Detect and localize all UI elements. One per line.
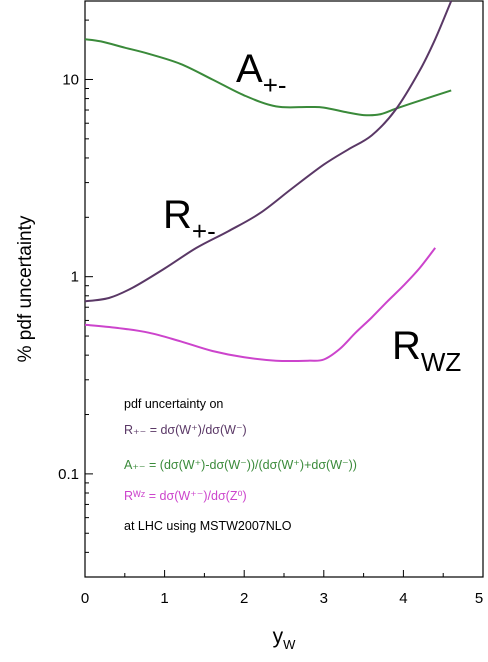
legend-line: A₊₋ = (dσ(W⁺)-dσ(W⁻))/(dσ(W⁺)+dσ(W⁻)) [124,458,357,472]
x-axis-label: yW [273,625,297,652]
series-label-main: R [392,324,421,368]
legend-line: at LHC using MSTW2007NLO [124,519,292,533]
legend-line: Rᵂᶻ = dσ(W⁺⁻)/dσ(Z⁰) [124,489,247,503]
series-label-sub: +- [192,216,216,246]
series-label-r-wz: RWZ [392,324,461,377]
y-tick-label: 1 [71,269,79,286]
series-line-r-plus-minus [84,0,453,303]
x-tick-label: 5 [475,590,483,607]
x-axis-label-sub: W [283,637,296,652]
series-label-a-plus-minus: A+- [236,47,287,100]
axis-ticks: 0 1 2 3 4 5 10 1 0.1 [58,19,484,607]
series-label-r-plus-minus: R+- [163,193,216,246]
legend: pdf uncertainty on R₊₋ = dσ(W⁺)/dσ(W⁻) A₊₋… [124,397,357,533]
series-label-main: A [236,47,263,91]
x-tick-label: 2 [240,590,248,607]
series-labels: A+-R+-RWZ [163,47,461,377]
y-axis-label: % pdf uncertainty [15,215,36,362]
y-tick-label: 10 [62,71,79,88]
series-label-sub: WZ [421,347,462,377]
legend-line: R₊₋ = dσ(W⁺)/dσ(W⁻) [124,423,247,437]
x-tick-label: 0 [81,590,89,607]
series-label-main: R [163,193,192,237]
x-tick-label: 4 [399,590,407,607]
y-tick-label: 0.1 [58,466,79,483]
series-line-r-wz [84,247,436,362]
series-lines [84,0,453,362]
x-tick-label: 1 [160,590,168,607]
x-tick-label: 3 [320,590,328,607]
legend-line: pdf uncertainty on [124,397,223,411]
x-axis-label-main: y [273,625,284,648]
series-line-a-plus-minus [84,38,452,117]
series-label-sub: +- [263,70,287,100]
